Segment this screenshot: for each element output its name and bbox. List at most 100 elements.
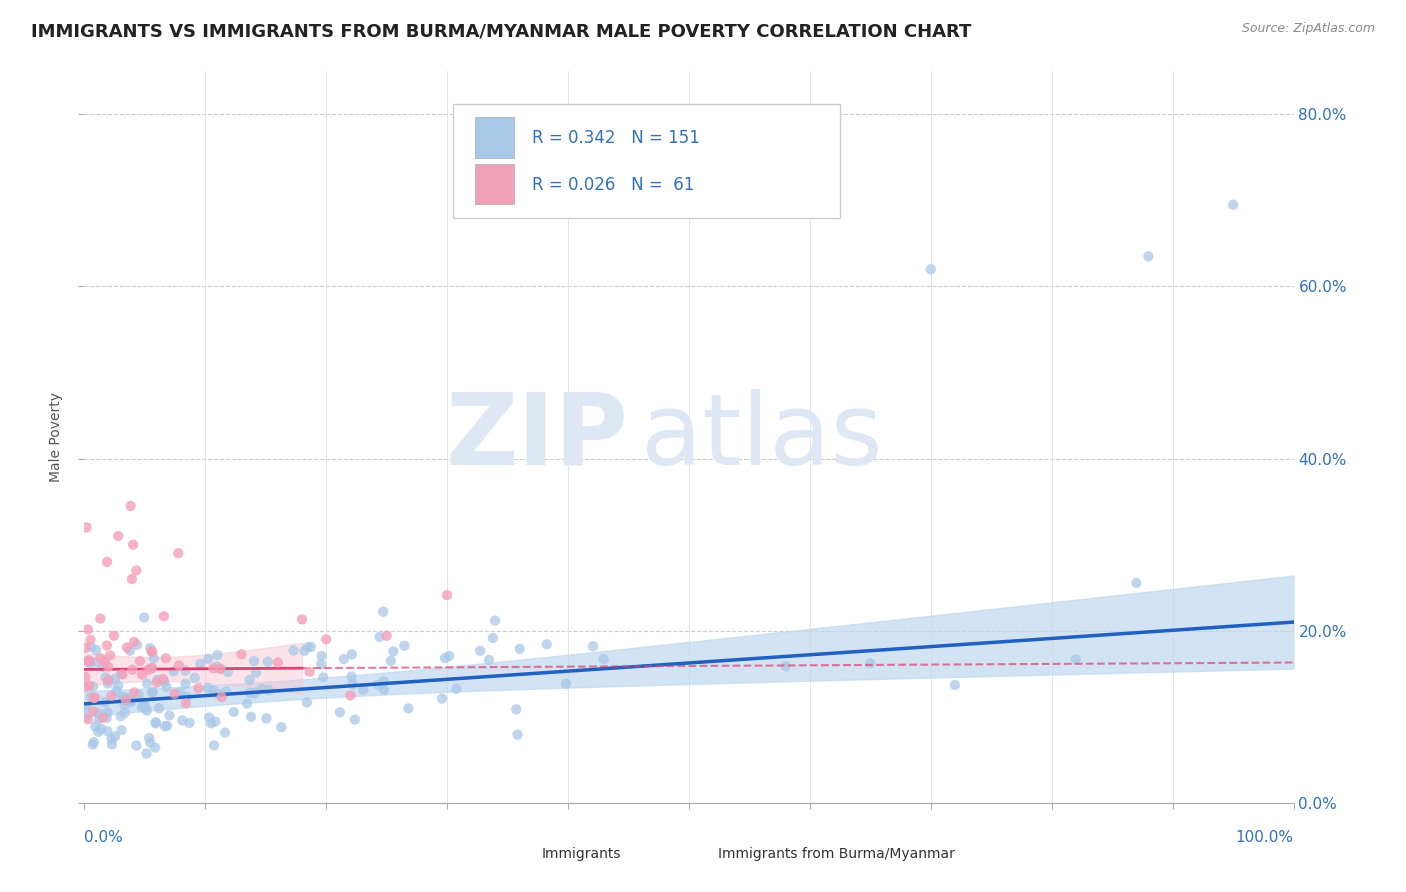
Point — [103, 629, 125, 643]
Point — [115, 640, 138, 655]
Point — [291, 612, 314, 626]
Point — [215, 684, 238, 698]
Point — [245, 665, 267, 680]
Point — [339, 689, 361, 703]
Point — [131, 667, 153, 681]
Text: Immigrants from Burma/Myanmar: Immigrants from Burma/Myanmar — [718, 847, 955, 861]
Point — [342, 677, 364, 691]
Point — [243, 654, 266, 668]
Point — [82, 704, 104, 718]
Point — [79, 657, 101, 671]
Point — [482, 631, 505, 645]
Point — [104, 730, 127, 744]
Text: R = 0.342   N = 151: R = 0.342 N = 151 — [531, 129, 700, 147]
Point — [118, 644, 141, 658]
Text: atlas: atlas — [641, 389, 882, 485]
Point — [340, 670, 363, 684]
Point — [122, 685, 145, 699]
Point — [136, 676, 159, 690]
Point — [128, 688, 150, 702]
Point — [148, 701, 170, 715]
Point — [943, 678, 966, 692]
Text: IMMIGRANTS VS IMMIGRANTS FROM BURMA/MYANMAR MALE POVERTY CORRELATION CHART: IMMIGRANTS VS IMMIGRANTS FROM BURMA/MYAN… — [31, 22, 972, 40]
Point — [250, 682, 273, 697]
Point — [141, 685, 163, 699]
Point — [75, 700, 97, 714]
Point — [506, 728, 529, 742]
Point — [373, 674, 395, 689]
Point — [104, 672, 127, 686]
Point — [120, 499, 142, 513]
Point — [82, 680, 104, 694]
Point — [84, 643, 107, 657]
Point — [110, 666, 132, 681]
Text: 100.0%: 100.0% — [1236, 830, 1294, 845]
Point — [446, 681, 468, 696]
Point — [145, 716, 167, 731]
Point — [122, 635, 145, 649]
Point — [299, 640, 322, 654]
Point — [146, 675, 169, 690]
Point — [83, 735, 105, 749]
Point — [100, 689, 122, 703]
Point — [1137, 249, 1160, 263]
Point — [312, 670, 335, 684]
Point — [97, 659, 120, 673]
Point — [111, 690, 134, 705]
Point — [142, 651, 165, 665]
Point — [352, 682, 374, 697]
Point — [329, 706, 352, 720]
Text: 0.0%: 0.0% — [84, 830, 124, 845]
Point — [167, 658, 190, 673]
Point — [592, 652, 614, 666]
Point — [94, 695, 117, 709]
Point — [75, 670, 97, 684]
Point — [582, 639, 605, 653]
Point — [217, 665, 239, 679]
Point — [207, 648, 229, 662]
Point — [174, 664, 197, 678]
Point — [208, 661, 231, 675]
Point — [198, 710, 221, 724]
Point — [112, 690, 135, 704]
Point — [77, 654, 100, 668]
Point — [96, 724, 118, 739]
Point — [79, 632, 101, 647]
Point — [205, 659, 228, 673]
Point — [240, 709, 263, 723]
Point — [93, 655, 115, 669]
Point — [188, 657, 211, 671]
Point — [200, 716, 222, 731]
Point — [107, 529, 129, 543]
Point — [430, 691, 453, 706]
Point — [75, 710, 97, 724]
Point — [121, 695, 143, 709]
Point — [1125, 576, 1147, 591]
Point — [257, 682, 280, 697]
Point — [231, 648, 253, 662]
FancyBboxPatch shape — [453, 104, 841, 218]
Bar — [475, 118, 513, 158]
Point — [97, 676, 120, 690]
Point — [80, 640, 103, 654]
Point — [163, 687, 186, 701]
Point — [159, 708, 181, 723]
Point — [122, 538, 145, 552]
Point — [437, 648, 460, 663]
Point — [135, 747, 157, 761]
Point — [554, 677, 576, 691]
Point — [77, 653, 100, 667]
Point — [176, 690, 198, 704]
Point — [86, 655, 108, 669]
Point — [96, 555, 118, 569]
Point — [207, 687, 229, 701]
Bar — [475, 164, 513, 204]
Point — [139, 736, 162, 750]
Point — [294, 644, 316, 658]
Point — [509, 641, 531, 656]
Y-axis label: Male Poverty: Male Poverty — [49, 392, 63, 482]
Point — [267, 656, 290, 670]
Point — [143, 740, 166, 755]
Point — [434, 651, 457, 665]
Point — [145, 715, 167, 730]
